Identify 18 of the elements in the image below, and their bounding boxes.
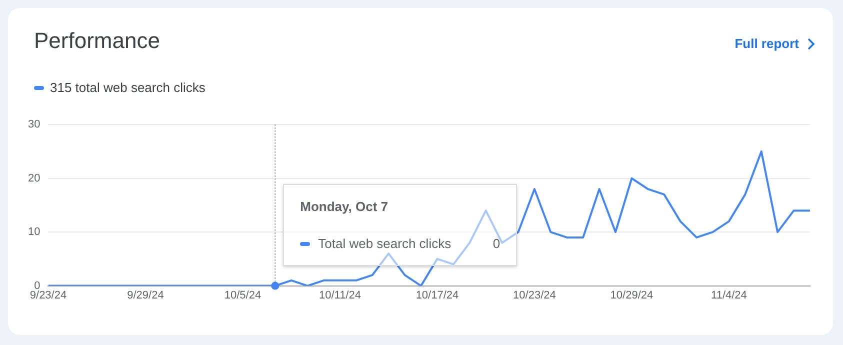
- x-tick-label: 10/23/24: [513, 289, 556, 302]
- x-tick-label: 10/5/24: [224, 289, 262, 302]
- x-tick-label: 9/23/24: [30, 289, 67, 302]
- x-tick-label: 10/17/24: [416, 289, 459, 302]
- x-tick-label: 10/11/24: [318, 289, 361, 302]
- y-tick-label: 20: [28, 172, 40, 184]
- text: Full report: [734, 36, 799, 51]
- y-tick-label: 30: [28, 118, 40, 131]
- x-tick-label: 9/29/24: [127, 289, 164, 302]
- y-tick-label: 10: [28, 226, 40, 238]
- y-tick-label: 0: [34, 280, 40, 292]
- annotation: Monday, Oct 7: [300, 199, 390, 214]
- annotation: Total web search clicks: [318, 236, 452, 251]
- chart-title: Performance: [34, 28, 160, 54]
- legend-label: 315 total web search clicks: [50, 80, 206, 95]
- x-tick-label: 11/4/24: [711, 289, 747, 302]
- annotation: 0: [492, 236, 500, 251]
- x-tick-label: 10/29/24: [610, 289, 654, 302]
